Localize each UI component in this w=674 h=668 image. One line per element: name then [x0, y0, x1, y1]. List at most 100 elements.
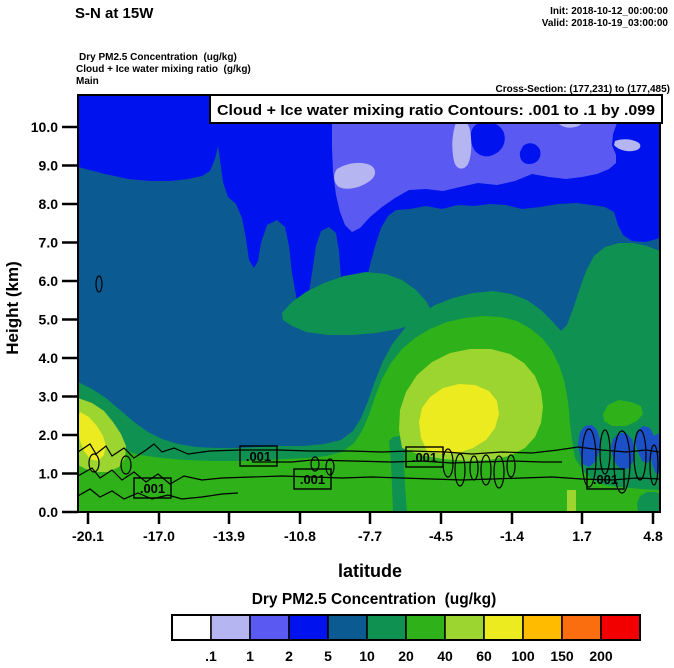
x-tick-label-2: -13.9 — [213, 528, 245, 544]
colorbar-tick-label-6: 40 — [437, 648, 453, 664]
fill-violet-upper — [332, 123, 617, 232]
y-tick-label-10: 10.0 — [31, 119, 58, 135]
x-tick-label-1: -17.0 — [143, 528, 175, 544]
cloud-contour-loop-6 — [454, 453, 466, 487]
y-tick-label-2: 2.0 — [39, 427, 59, 443]
y-tick-label-4: 4.0 — [39, 350, 59, 366]
fill-lavender-streak-d — [614, 139, 641, 152]
contour-label-4: .001 — [593, 472, 618, 487]
x-tick-label-6: -1.4 — [500, 528, 524, 544]
colorbar-cell-1 — [210, 614, 251, 641]
cloud-contour-loop-14 — [633, 429, 647, 481]
colorbar-cell-11 — [600, 614, 641, 641]
contour-label-1: .001 — [246, 449, 271, 464]
y-tick-label-7: 7.0 — [39, 235, 59, 251]
x-tick-label-4: -7.7 — [358, 528, 382, 544]
colorbar-cell-4 — [327, 614, 368, 641]
cloud-contour-loop-13 — [613, 430, 631, 494]
cloud-contour-line-3 — [252, 459, 562, 464]
colorbar-tick-label-4: 10 — [359, 648, 375, 664]
cloud-contour-loop-0 — [95, 275, 103, 293]
cloud-contour-loop-15 — [649, 444, 659, 486]
init-timestamp: Init: 2018-10-12_00:00:00 — [550, 6, 668, 17]
colorbar-tick-label-2: 2 — [285, 648, 293, 664]
x-tick-label-0: -20.1 — [72, 528, 104, 544]
x-axis-title: latitude — [338, 561, 402, 581]
contour-label-box-4 — [586, 468, 625, 490]
fill-yellowgreen-strip — [567, 490, 576, 512]
inner-title: Cloud + Ice water mixing ratio Contours:… — [217, 103, 655, 119]
cloud-contour-overlay — [78, 275, 660, 500]
fill-green-blob-right — [603, 400, 643, 426]
colorbar-tick-label-5: 20 — [398, 648, 414, 664]
contour-label-0: .001 — [140, 481, 165, 496]
contour-label-box-0 — [133, 477, 172, 499]
cloud-contour-loop-7 — [469, 455, 479, 481]
colorbar-frame — [171, 614, 641, 641]
fill-blue-pocket-a — [578, 425, 600, 467]
colorbar-tick-label-3: 5 — [324, 648, 332, 664]
colorbar-tick-label-10: 200 — [589, 648, 613, 664]
cloud-contour-loop-1 — [88, 453, 100, 473]
colorbar-tick-label-9: 150 — [550, 648, 574, 664]
contour-label-box-3 — [405, 446, 444, 468]
y-tick-label-1: 1.0 — [39, 466, 59, 482]
fill-seagreen-tongue — [389, 436, 407, 512]
cloud-contour-loop-2 — [120, 455, 132, 475]
cloud-contour-line-0 — [78, 443, 660, 459]
page-title: S-N at 15W — [75, 5, 154, 22]
contour-label-box-2 — [293, 468, 332, 490]
y-tick-label-0: 0.0 — [39, 504, 59, 520]
colorbar-title: Dry PM2.5 Concentration (ug/kg) — [252, 591, 497, 608]
contour-label-box-1 — [239, 445, 278, 467]
field-label-domain: Main — [76, 76, 99, 87]
colorbar-cell-8 — [483, 614, 524, 641]
x-tick-label-3: -10.8 — [284, 528, 316, 544]
fill-seagreen-midband — [282, 272, 431, 335]
cloud-contour-line-2 — [78, 488, 239, 500]
y-axis-title: Height (km) — [3, 261, 22, 355]
cloud-contour-line-1 — [78, 467, 660, 485]
contour-label-2: .001 — [300, 472, 325, 487]
colorbar-cell-9 — [522, 614, 563, 641]
cloud-contour-loop-8 — [480, 454, 492, 486]
y-tick-label-8: 8.0 — [39, 196, 59, 212]
cloud-contour-loop-11 — [581, 428, 597, 488]
fill-yellow-mid — [419, 384, 499, 454]
fill-lavender-streak-a — [452, 119, 472, 169]
fill-seagreen-corner — [637, 492, 660, 512]
valid-timestamp: Valid: 2018-10-19_03:00:00 — [542, 18, 669, 29]
cross-section-label: Cross-Section: (177,231) to (177,485) — [495, 84, 670, 95]
colorbar-cell-10 — [561, 614, 602, 641]
y-tick-label-5: 5.0 — [39, 312, 59, 328]
axes: 0.0 1.0 2.0 3.0 4.0 5.0 6.0 7.0 8.0 9.0 10.0 -20.1 -… — [31, 119, 663, 544]
colorbar-cell-2 — [249, 614, 290, 641]
cloud-contour-loop-4 — [325, 458, 335, 476]
colorbar-cell-0 — [171, 614, 212, 641]
field-label-pm25: Dry PM2.5 Concentration (ug/kg) — [79, 52, 237, 63]
colorbar-tick-label-1: 1 — [246, 648, 254, 664]
field-label-cloudice: Cloud + Ice water mixing ratio (g/kg) — [76, 64, 251, 75]
fill-blue-blob-b — [519, 143, 541, 164]
cloud-contour-loop-9 — [493, 455, 505, 489]
colorbar-cell-3 — [288, 614, 329, 641]
colorbar-cell-6 — [405, 614, 446, 641]
cloud-contour-labels: .001 .001 .001 .001 .001 — [133, 445, 625, 499]
fill-blue-blob-a — [470, 121, 505, 157]
x-tick-label-5: -4.5 — [429, 528, 453, 544]
cloud-contour-loop-10 — [506, 454, 516, 478]
colorbar-tick-label-0: .1 — [205, 648, 217, 664]
colorbar: .1 1 2 5 10 20 40 60 100 150 200 — [171, 614, 641, 664]
x-tick-label-8: 4.8 — [643, 528, 663, 544]
inner-title-box — [209, 94, 663, 124]
fill-lavender-streak-b — [334, 162, 376, 189]
fill-yellow-left — [78, 412, 106, 461]
contour-label-3: .001 — [412, 450, 437, 465]
y-tick-label-9: 9.0 — [39, 158, 59, 174]
cloud-contour-loop-3 — [310, 456, 320, 472]
colorbar-cell-5 — [366, 614, 407, 641]
y-tick-label-6: 6.0 — [39, 273, 59, 289]
colorbar-tick-label-7: 60 — [476, 648, 492, 664]
